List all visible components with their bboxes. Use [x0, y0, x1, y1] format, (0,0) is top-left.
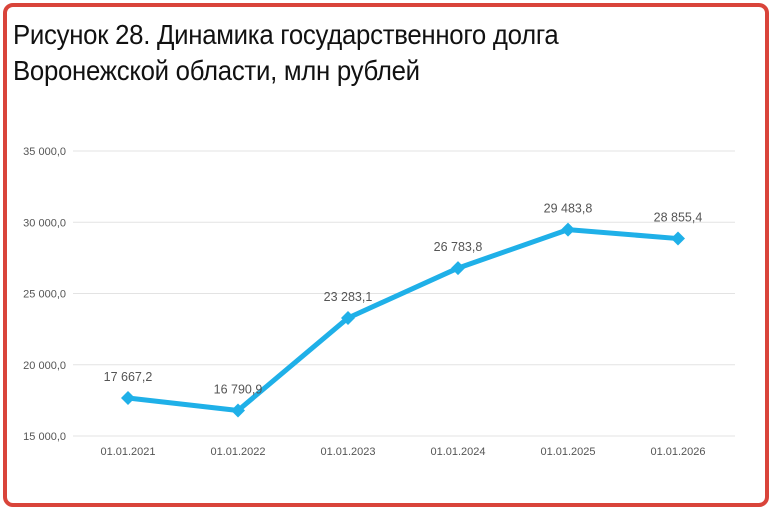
data-point: [671, 231, 685, 246]
y-tick-label: 35 000,0: [23, 146, 66, 158]
chart-frame: [3, 3, 769, 507]
x-tick-label: 01.01.2023: [320, 446, 375, 458]
series-line: [125, 227, 681, 413]
title-line-1: Рисунок 28. Динамика государственного до…: [13, 19, 559, 50]
data-point: [451, 261, 465, 276]
data-point: [121, 390, 135, 405]
x-tick-label: 01.01.2026: [650, 446, 705, 458]
x-tick-label: 01.01.2022: [210, 446, 265, 458]
data-point: [231, 403, 245, 418]
y-tick-label: 20 000,0: [23, 360, 66, 372]
data-label: 23 283,1: [324, 290, 373, 304]
data-label: 17 667,2: [104, 370, 153, 384]
y-tick-label: 30 000,0: [23, 217, 66, 229]
x-tick-label: 01.01.2024: [430, 446, 485, 458]
data-point: [341, 310, 355, 325]
y-tick-label: 25 000,0: [23, 289, 66, 301]
title-line-2: Воронежской области, млн рублей: [13, 55, 420, 86]
chart-title: Рисунок 28. Динамика государственного до…: [13, 17, 559, 89]
data-point: [561, 222, 575, 237]
data-label: 26 783,8: [434, 240, 483, 254]
data-label: 16 790,9: [214, 382, 263, 396]
data-label: 28 855,4: [654, 211, 703, 225]
data-label: 29 483,8: [544, 202, 593, 216]
y-tick-label: 15 000,0: [23, 431, 66, 443]
x-tick-label: 01.01.2021: [100, 446, 155, 458]
x-tick-label: 01.01.2025: [540, 446, 595, 458]
